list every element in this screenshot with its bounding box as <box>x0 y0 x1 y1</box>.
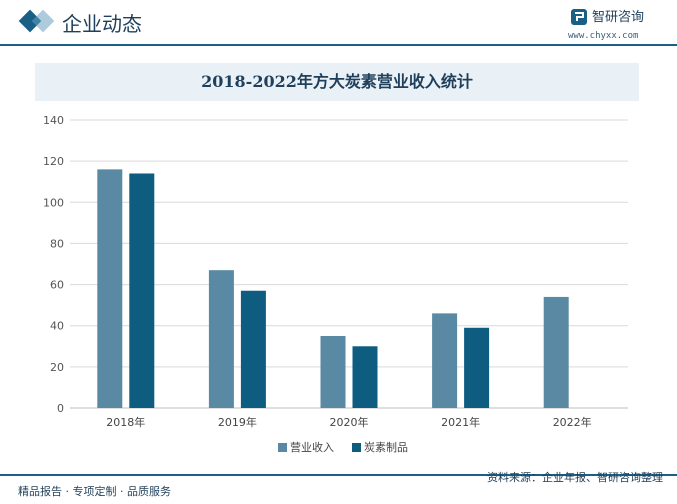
y-tick-label: 140 <box>43 114 64 127</box>
legend-swatch <box>278 443 287 452</box>
footer-divider <box>0 474 677 476</box>
y-tick-label: 120 <box>43 155 64 168</box>
header-title: 企业动态 <box>62 12 142 36</box>
y-tick-label: 60 <box>50 279 64 292</box>
footer-source: 资料来源：企业年报、智研咨询整理 <box>487 471 663 484</box>
legend-swatch <box>352 443 361 452</box>
bar <box>543 296 569 408</box>
legend-label: 营业收入 <box>290 440 334 454</box>
x-tick-label: 2019年 <box>218 415 257 429</box>
y-tick-label: 0 <box>57 402 64 415</box>
bar <box>432 313 458 408</box>
bar <box>97 169 123 408</box>
y-tick-label: 40 <box>50 320 64 333</box>
bar <box>129 173 155 408</box>
y-tick-label: 20 <box>50 361 64 374</box>
logo-icon <box>571 9 587 25</box>
logo-name: 智研咨询 <box>592 10 645 25</box>
y-tick-label: 80 <box>50 237 64 250</box>
footer-slogan: 精品报告 · 专项定制 · 品质服务 <box>18 485 171 498</box>
chart-title: 2018-2022年方大炭素营业收入统计 <box>201 72 473 91</box>
x-tick-label: 2021年 <box>441 415 480 429</box>
bar <box>208 270 234 408</box>
logo-url[interactable]: www.chyxx.com <box>568 31 639 41</box>
x-tick-label: 2018年 <box>106 415 145 429</box>
bar <box>320 336 346 408</box>
bar <box>464 327 490 408</box>
x-tick-label: 2022年 <box>553 415 592 429</box>
chart-title-band <box>35 63 639 101</box>
bar <box>240 290 266 408</box>
x-tick-label: 2020年 <box>330 415 369 429</box>
bar <box>352 346 378 408</box>
y-tick-label: 100 <box>43 196 64 209</box>
legend-label: 炭素制品 <box>364 441 408 454</box>
header-divider <box>0 44 677 46</box>
page-header: 企业动态 智研咨询 www.chyxx.com <box>0 0 677 48</box>
